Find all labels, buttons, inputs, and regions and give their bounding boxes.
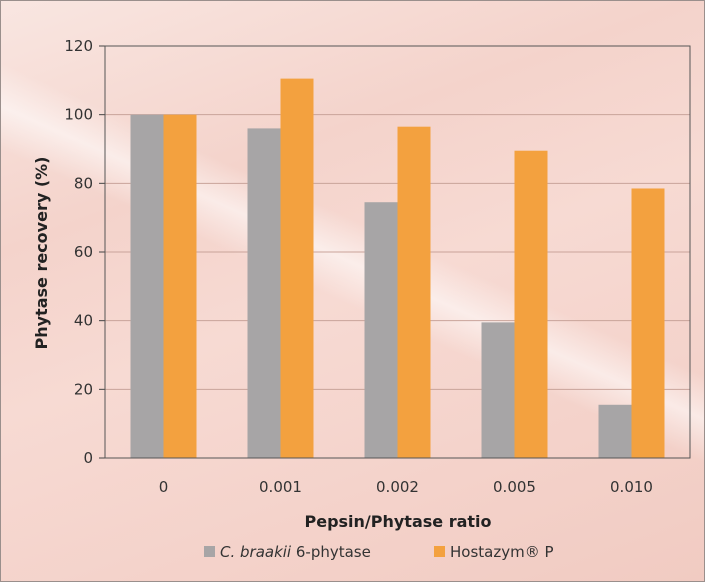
bar [514, 150, 548, 458]
x-tick-label: 0.005 [493, 478, 536, 496]
x-axis-title: Pepsin/Phytase ratio [304, 512, 491, 531]
bar [130, 114, 164, 459]
y-tick-label: 80 [74, 174, 93, 192]
bar [397, 126, 431, 458]
x-tick-label: 0.001 [259, 478, 302, 496]
legend-swatch [204, 546, 215, 557]
legend-label: C. braakii 6-phytase [220, 543, 371, 561]
bar [481, 322, 515, 458]
axis-layer: 0 20 40 60 80 100 120 0 0.001 0.002 0.005 0.010 [64, 37, 691, 496]
y-tick-label: 60 [74, 243, 93, 261]
bar [598, 404, 632, 458]
x-tick-label: 0.010 [610, 478, 653, 496]
plot-border [104, 45, 691, 459]
x-tick-label: 0 [159, 478, 169, 496]
bar [631, 188, 665, 458]
bar [280, 78, 314, 458]
y-tick-label: 120 [64, 37, 93, 55]
legend-label: Hostazym® P [450, 543, 554, 561]
bar [163, 114, 197, 459]
y-tick-label: 0 [83, 449, 93, 467]
bars-layer [130, 78, 665, 459]
bar [247, 128, 281, 458]
y-tick-label: 40 [74, 312, 93, 330]
y-tick-label: 100 [64, 106, 93, 124]
legend-swatch [434, 546, 445, 557]
legend: C. braakii 6-phytase Hostazym® P [204, 543, 554, 561]
y-axis-title: Phytase recovery (%) [32, 157, 51, 350]
x-tick-label: 0.002 [376, 478, 419, 496]
y-tick-label: 20 [74, 380, 93, 398]
bar [364, 202, 398, 458]
